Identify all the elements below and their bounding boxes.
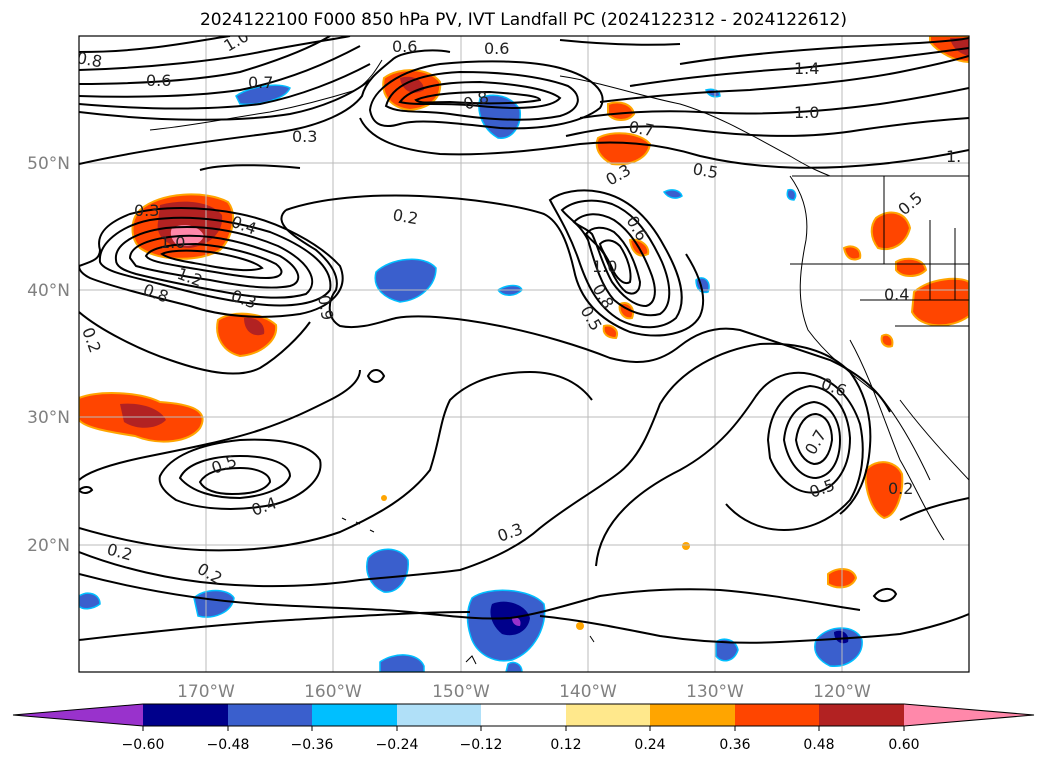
lon-tick-label: 150°W: [432, 682, 490, 702]
contour-label: 1.4: [794, 59, 819, 78]
map-title: 2024122100 F000 850 hPa PV, IVT Landfall…: [199, 10, 847, 30]
contour-label: 0.6: [392, 37, 417, 56]
lon-tick-label: 130°W: [686, 682, 744, 702]
contour-label: 0.6: [484, 39, 509, 58]
colorbar-bin: [650, 704, 735, 726]
lon-tick-label: 120°W: [813, 682, 871, 702]
contour-label: 0.9: [314, 293, 337, 321]
colorbar-tick-label: −0.36: [291, 737, 334, 753]
colorbar-tick-label: 0.36: [719, 737, 750, 753]
colorbar-bin: [228, 704, 312, 726]
lon-tick-label: 160°W: [304, 682, 362, 702]
colorbar-bin: [566, 704, 650, 726]
map-panel: 0.8 1.0 0.7 0.6 0.6 0.6 0.8 1.4 1.0 0.3 …: [75, 36, 969, 672]
contour-label: 0.4: [884, 285, 909, 304]
lat-tick-label: 50°N: [27, 154, 70, 174]
colorbar: −0.60 −0.48 −0.36 −0.24 −0.12 0.12 0.24 …: [12, 703, 1035, 753]
colorbar-tick-label: −0.24: [376, 737, 419, 753]
colorbar-bin: [397, 704, 481, 726]
colorbar-tick-label: 0.24: [634, 737, 665, 753]
colorbar-tick-label: −0.48: [207, 737, 250, 753]
lon-tick-label: 140°W: [559, 682, 617, 702]
contour-label: 0.2: [391, 205, 419, 228]
contour-label: 1.0: [160, 233, 185, 252]
contour-label: 0.3: [134, 201, 159, 220]
colorbar-bin: [143, 704, 228, 726]
colorbar-bin: [735, 704, 819, 726]
contour-label: 1.0: [592, 257, 617, 276]
contour-label: 0.7: [248, 73, 273, 92]
colorbar-extend-low: [13, 704, 143, 726]
longitude-labels: 170°W 160°W 150°W 140°W 130°W 120°W: [177, 682, 871, 702]
contour-label: 0.5: [691, 159, 719, 182]
pv-contours: [79, 36, 969, 644]
lat-tick-label: 40°N: [27, 281, 70, 301]
lon-tick-label: 170°W: [177, 682, 235, 702]
coastlines: [149, 59, 969, 665]
colorbar-tick-label: −0.12: [460, 737, 503, 753]
graticule: [79, 36, 969, 672]
colorbar-tick-label: −0.60: [122, 737, 165, 753]
colorbar-bin: [481, 704, 566, 726]
colorbar-bin: [819, 704, 904, 726]
contour-label: 0.3: [292, 127, 317, 146]
lat-tick-label: 30°N: [27, 408, 70, 428]
colorbar-bin: [312, 704, 397, 726]
contour-label: 1.: [946, 147, 961, 166]
contour-label: 0.8: [75, 48, 103, 71]
lat-tick-label: 20°N: [27, 536, 70, 556]
contour-label: 0.2: [888, 479, 913, 498]
contour-label: 1.0: [794, 103, 819, 122]
contour-label: 0.6: [146, 71, 171, 90]
contour-label: 0.7: [627, 117, 655, 140]
map-frame: [78, 35, 970, 673]
colorbar-tick-label: 0.12: [550, 737, 581, 753]
latitude-labels: 50°N 40°N 30°N 20°N: [27, 154, 70, 556]
colorbar-tick-label: 0.48: [803, 737, 834, 753]
colorbar-extend-high: [904, 704, 1034, 726]
colorbar-tick-label: 0.60: [888, 737, 919, 753]
positive-shading: [79, 36, 969, 630]
